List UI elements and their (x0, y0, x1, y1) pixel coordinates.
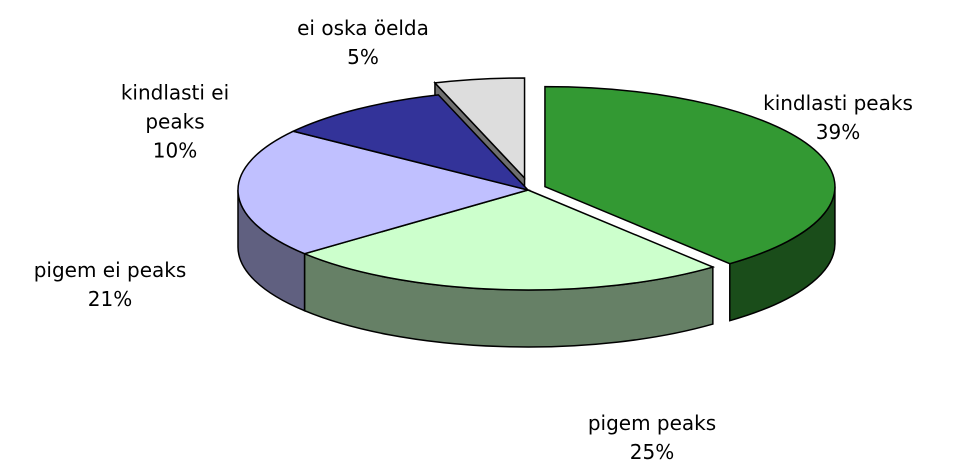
slice-label: pigem peaks 25% (567, 409, 737, 467)
slice-label: ei oska öelda 5% (278, 14, 448, 72)
category-label: ei oska öelda (297, 16, 429, 40)
slice (433, 77, 526, 180)
slice-label: kindlasti ei peaks 10% (90, 79, 260, 166)
category-label: kindlasti ei peaks (120, 80, 230, 134)
value-label: 25% (629, 440, 675, 464)
value-label: 10% (152, 138, 198, 163)
slice-label: pigem ei peaks 21% (25, 256, 195, 314)
value-label: 39% (815, 120, 861, 144)
slice (237, 130, 531, 255)
slice (291, 94, 531, 192)
category-label: kindlasti peaks (763, 91, 913, 115)
slice (544, 85, 836, 265)
value-label: 21% (87, 287, 133, 311)
category-label: pigem ei peaks (33, 258, 187, 282)
value-label: 5% (347, 45, 379, 69)
slice-label: kindlasti peaks 39% (753, 89, 923, 147)
slice (302, 189, 716, 291)
category-label: pigem peaks (587, 411, 717, 435)
